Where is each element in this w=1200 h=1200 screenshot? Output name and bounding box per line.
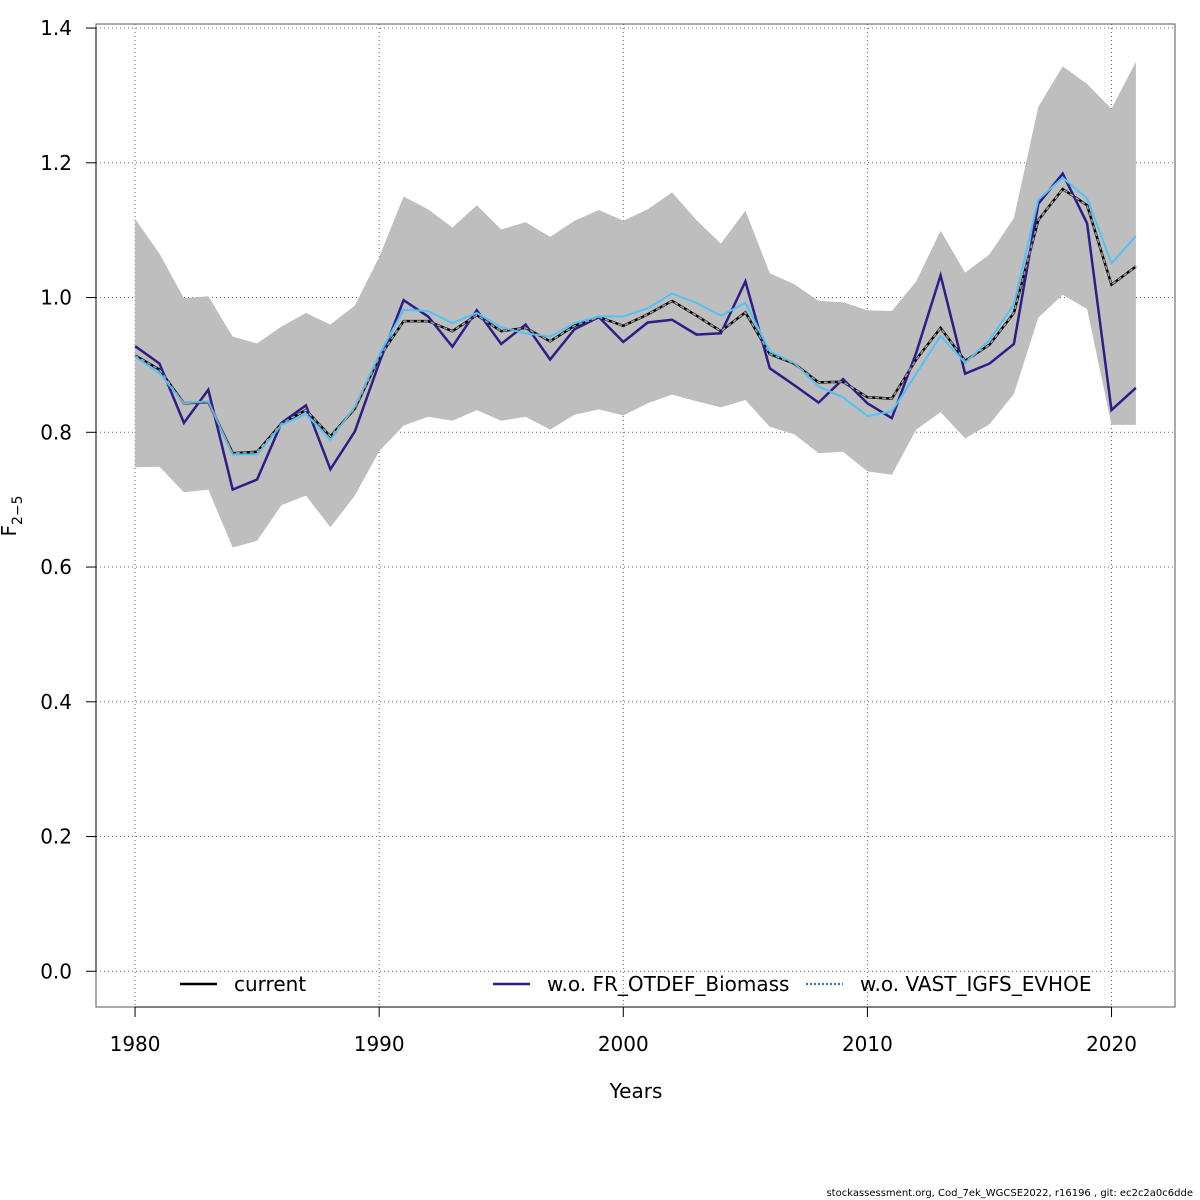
x-tick-label-1980: 1980 — [110, 1032, 161, 1056]
x-tick-label-2010: 2010 — [842, 1032, 893, 1056]
y-tick-label-5: 1.0 — [40, 286, 72, 310]
x-axis-title: Years — [609, 1079, 663, 1103]
legend-fr-otdef-biomass-label: w.o. FR_OTDEF_Biomass — [547, 972, 789, 996]
y-axis-title-subscript: 2−5 — [10, 495, 26, 525]
footer-credit: stockassessment.org, Cod_7ek_WGCSE2022, … — [826, 1188, 1193, 1199]
y-tick-label-4: 0.8 — [40, 420, 72, 444]
axis-layer: 0.0 0.2 0.4 0.6 0.8 1.0 1.2 1.4 1980 1990 2000 2010… — [40, 16, 1137, 1056]
series-layer — [134, 171, 1137, 492]
legend-vast-igfs-evhoe-label: w.o. VAST_IGFS_EVHOE — [860, 972, 1091, 996]
y-tick-label-2: 0.4 — [40, 690, 72, 714]
x-tick-label-2000: 2000 — [598, 1032, 649, 1056]
y-axis-title-main: F — [0, 525, 21, 537]
svg-text:F2−5: F2−5 — [0, 495, 26, 536]
y-tick-label-0: 0.0 — [40, 959, 72, 983]
legend: current w.o. FR_OTDEF_Biomass w.o. VAST_IG… — [180, 972, 1091, 996]
x-tick-label-1990: 1990 — [354, 1032, 405, 1056]
y-axis-title: F2−5 — [0, 495, 26, 536]
confidence-band — [135, 61, 1136, 548]
x-tick-label-2020: 2020 — [1086, 1032, 1137, 1056]
legend-current-label: current — [234, 972, 306, 996]
y-tick-label-7: 1.4 — [40, 16, 72, 40]
y-tick-label-1: 0.2 — [40, 825, 72, 849]
y-tick-label-3: 0.6 — [40, 555, 72, 579]
y-tick-label-6: 1.2 — [40, 151, 72, 175]
series-line-fr-otdef-biomass — [134, 171, 1137, 492]
series-line-current-dash-overlay — [134, 188, 1137, 454]
confidence-band-layer — [135, 61, 1136, 548]
